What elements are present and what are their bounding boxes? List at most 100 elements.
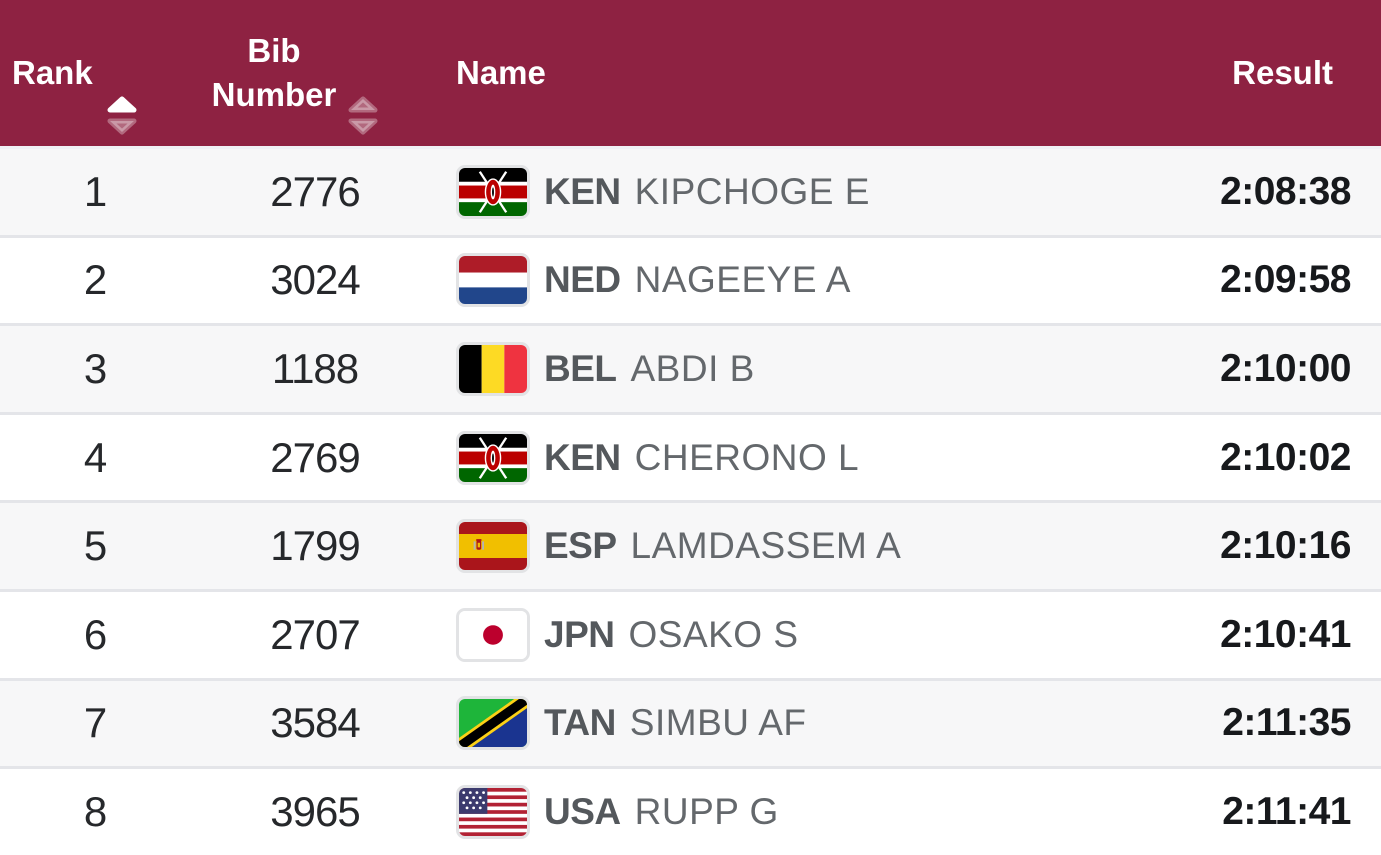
name-cell: KEN CHERONO L: [440, 430, 1126, 485]
country-flag-icon: [456, 607, 530, 662]
rank-cell: 2: [0, 256, 190, 304]
country-code: KEN: [544, 436, 621, 478]
bib-value: 2776: [270, 167, 360, 215]
athlete-name: LAMDASSEM A: [630, 525, 902, 567]
table-row: 7 3584 TAN SIMBU AF 2:11:35: [0, 677, 1381, 767]
bib-number-header-label: Bib Number: [211, 32, 337, 113]
result-value: 2:10:00: [1220, 346, 1351, 390]
column-header-rank[interactable]: Rank: [0, 0, 190, 146]
table-body: 1 2776 KEN KIPCHOGE E 2:08:38 2 3024 NED…: [0, 146, 1381, 855]
rank-cell: 3: [0, 345, 190, 393]
rank-value: 3: [83, 344, 107, 392]
rank-cell: 5: [0, 522, 190, 570]
table-row: 3 1188 BEL ABDI B 2:10:00: [0, 323, 1381, 412]
bib-cell: 3965: [190, 788, 440, 836]
athlete-name: OSAKO S: [628, 613, 799, 655]
rank-cell: 7: [0, 699, 190, 747]
bib-value: 2707: [270, 610, 360, 658]
country-flag-icon: [456, 253, 530, 308]
table-row: 1 2776 KEN KIPCHOGE E 2:08:38: [0, 146, 1381, 235]
athlete-name: NAGEEYE A: [634, 259, 851, 301]
rank-value: 7: [83, 699, 107, 747]
country-code: BEL: [544, 347, 617, 389]
table-row: 4 2769 KEN CHERONO L 2:10:02: [0, 411, 1381, 501]
bib-value: 3965: [270, 787, 360, 835]
sort-rank-icon: [107, 96, 137, 135]
country-flag-icon: [456, 341, 530, 396]
column-header-bib-number[interactable]: Bib Number: [190, 0, 440, 146]
bib-value: 3024: [270, 256, 360, 304]
result-cell: 2:10:16: [1126, 524, 1381, 568]
name-cell: TAN SIMBU AF: [440, 696, 1126, 751]
table-row: 8 3965 USA RUPP G 2:11:41: [0, 766, 1381, 855]
name-cell: KEN KIPCHOGE E: [440, 164, 1126, 219]
result-value: 2:10:41: [1220, 612, 1351, 656]
result-cell: 2:11:35: [1126, 701, 1381, 745]
name-cell: ESP LAMDASSEM A: [440, 519, 1126, 574]
name-header-label: Name: [456, 54, 546, 91]
country-flag-icon: [456, 519, 530, 574]
result-cell: 2:08:38: [1126, 170, 1381, 214]
column-header-result: Result: [1126, 0, 1381, 146]
country-code: TAN: [544, 702, 616, 744]
rank-cell: 8: [0, 788, 190, 836]
bib-cell: 3024: [190, 256, 440, 304]
result-value: 2:11:41: [1222, 789, 1351, 833]
table-header: Rank Bib Number Name Result: [0, 0, 1381, 146]
rank-value: 6: [83, 610, 107, 658]
rank-value: 2: [83, 256, 107, 304]
rank-value: 4: [83, 433, 107, 481]
result-cell: 2:10:02: [1126, 436, 1381, 480]
rank-cell: 6: [0, 611, 190, 659]
result-value: 2:11:35: [1222, 701, 1351, 745]
rank-header-label: Rank: [12, 54, 93, 91]
bib-cell: 2769: [190, 434, 440, 482]
rank-cell: 4: [0, 434, 190, 482]
result-header-label: Result: [1232, 54, 1333, 91]
result-cell: 2:11:41: [1126, 790, 1381, 834]
country-flag-icon: [456, 696, 530, 751]
bib-value: 3584: [270, 699, 360, 747]
country-code: USA: [544, 790, 621, 832]
rank-cell: 1: [0, 168, 190, 216]
bib-value: 1799: [270, 522, 360, 570]
bib-cell: 1799: [190, 522, 440, 570]
name-cell: BEL ABDI B: [440, 341, 1126, 396]
result-value: 2:10:16: [1220, 524, 1351, 568]
result-cell: 2:10:00: [1126, 347, 1381, 391]
country-flag-icon: [456, 784, 530, 839]
country-flag-icon: [456, 430, 530, 485]
column-header-name: Name: [440, 0, 1126, 146]
athlete-name: KIPCHOGE E: [634, 170, 870, 212]
athlete-name: RUPP G: [634, 790, 779, 832]
country-code: ESP: [544, 525, 617, 567]
result-value: 2:08:38: [1220, 169, 1351, 213]
name-cell: NED NAGEEYE A: [440, 253, 1126, 308]
result-cell: 2:09:58: [1126, 258, 1381, 302]
bib-cell: 3584: [190, 699, 440, 747]
rank-value: 5: [83, 522, 107, 570]
rank-value: 8: [83, 787, 107, 835]
bib-cell: 2707: [190, 611, 440, 659]
table-row: 5 1799 ESP LAMDASSEM A 2:10:16: [0, 500, 1381, 589]
name-cell: USA RUPP G: [440, 784, 1126, 839]
result-value: 2:10:02: [1220, 435, 1351, 479]
bib-value: 1188: [271, 344, 359, 392]
country-flag-icon: [456, 164, 530, 219]
name-cell: JPN OSAKO S: [440, 607, 1126, 662]
athlete-name: ABDI B: [630, 347, 755, 389]
rank-value: 1: [83, 167, 107, 215]
result-value: 2:09:58: [1220, 258, 1351, 302]
athlete-name: SIMBU AF: [629, 702, 807, 744]
bib-value: 2769: [270, 433, 360, 481]
table-row: 6 2707 JPN OSAKO S 2:10:41: [0, 588, 1381, 678]
country-code: KEN: [544, 170, 621, 212]
bib-cell: 1188: [190, 345, 440, 393]
country-code: JPN: [544, 613, 615, 655]
sort-bib-icon: [348, 96, 378, 135]
result-cell: 2:10:41: [1126, 613, 1381, 657]
country-code: NED: [544, 259, 621, 301]
bib-cell: 2776: [190, 168, 440, 216]
athlete-name: CHERONO L: [634, 436, 860, 478]
